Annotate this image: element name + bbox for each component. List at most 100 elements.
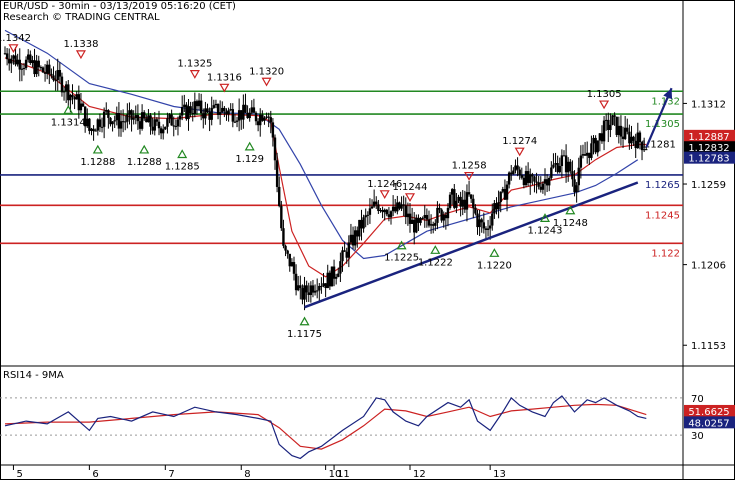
candle-body [166,118,169,127]
candle-body [615,116,618,135]
candle-body [176,119,180,127]
candle-body [54,80,57,82]
price-tick-label-1: 1.1259 [691,180,726,191]
candle-body [337,273,340,277]
candle-body [98,119,102,127]
candle-body [50,73,53,76]
pivot-label-20: 1.1305 [587,89,622,100]
candle-body [121,121,125,123]
candle-body [609,124,612,130]
candle-body [636,132,640,149]
candle-body [56,70,59,81]
candle-body [324,283,327,289]
pivot-label-5: 1.1314 [51,117,86,128]
pivot-label-9: 1.129 [235,154,264,165]
candle-body [286,250,289,254]
candle-body [434,222,437,226]
candle-body [564,155,568,173]
candle-body [459,196,462,207]
candle-body [18,59,21,70]
candle-body [263,117,266,121]
candle-body [585,152,589,156]
candle-body [381,210,384,213]
candle-body [634,140,637,149]
candle-body [539,186,542,190]
candle-body [231,109,235,122]
current-price-label-2: 1.12783 [688,154,729,165]
candle-body [590,143,593,158]
candle-body [39,67,43,69]
candle-body [417,217,420,223]
candle-body [592,137,595,144]
candle-body [149,115,152,127]
axes: 1.13121.12591.12061.11531.128871.128321.… [12,99,735,480]
time-tick-label-5: 11 [337,469,350,480]
candle-body [535,181,538,183]
candle-body [136,115,140,122]
price-tick-label-3: 1.1153 [691,341,726,352]
candle-body [444,214,448,219]
rsi-tick-label-1: 30 [691,431,704,442]
rsi-tick-label-0: 70 [691,394,704,405]
candle-body [3,53,7,55]
candle-body [235,120,239,122]
candle-body [315,290,319,292]
candle-body [12,55,15,59]
pivot-high-marker-2 [189,70,200,79]
candle-body [360,219,363,229]
pivot-low-marker-10 [299,316,310,326]
candle-body [379,210,382,212]
pivot-label-4: 1.1320 [249,66,284,77]
candle-body [507,172,511,185]
candle-body [423,214,426,219]
candle-body [588,152,591,158]
candle-body [510,172,513,175]
candle-body [37,60,40,68]
candle-body [115,112,118,121]
candle-body [524,171,528,186]
candle-body [545,179,549,186]
candle-body [259,114,262,126]
pivot-label-21: 1.1281 [641,140,676,151]
candle-body [478,219,481,228]
candle-body [560,155,564,166]
candle-body [265,116,268,118]
candle-body [482,222,486,229]
candle-body [64,84,68,92]
candle-body [604,119,608,121]
rsi-value-label-1: 48.0257 [688,418,729,429]
current-price-box-0 [684,129,735,142]
candle-body [611,115,614,125]
candle-body [45,64,49,74]
candle-body [632,136,635,141]
pivot-label-13: 1.1225 [384,253,419,264]
candle-body [617,125,621,135]
candle-body [280,206,283,229]
candle-body [480,219,483,223]
candle-body [244,104,247,113]
trendline [304,181,639,309]
candle-body [389,211,393,218]
candle-body [400,204,403,209]
candle-body [600,133,604,142]
candle-body [199,100,203,114]
rsi-ma-line [4,403,647,450]
candle-body [398,202,401,209]
candle-body [571,171,574,180]
candle-body [111,121,114,125]
candle-body [322,283,325,287]
pivot-markers: 1.1342 1.1338 1.1325 1.1316 1.1320 1.1314 1.12… [0,33,676,340]
candle-body [518,169,521,176]
candle-body [143,112,146,119]
candle-body [71,94,74,98]
candle-body [501,189,505,192]
candle-body [567,161,570,173]
candle-body [174,125,178,127]
candle-body [351,234,355,246]
candle-body [488,225,492,229]
candle-body [79,103,83,111]
candle-body [288,253,291,267]
candle-body [558,165,561,173]
candle-body [90,128,93,131]
candle-body [107,110,110,118]
